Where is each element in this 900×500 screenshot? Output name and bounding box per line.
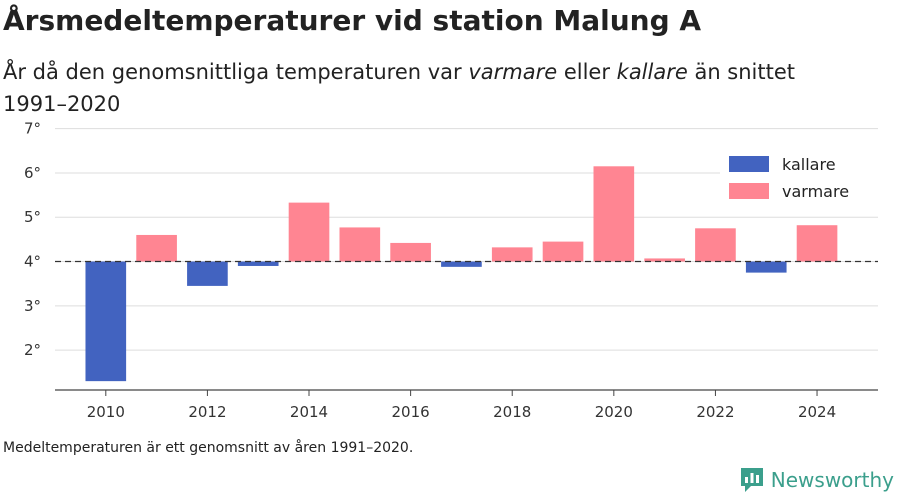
x-tick-label: 2024 xyxy=(798,403,836,421)
bar-kallare xyxy=(441,261,482,267)
bar-varmare xyxy=(542,241,584,262)
bar-kallare xyxy=(187,261,228,286)
bar-varmare xyxy=(593,166,635,262)
x-tick-label: 2018 xyxy=(493,403,531,421)
bar-varmare xyxy=(644,258,685,262)
bar-varmare xyxy=(339,227,381,262)
legend-swatch-varmare xyxy=(729,183,769,199)
chart-title: Årsmedeltemperaturer vid station Malung … xyxy=(3,4,702,37)
bar-varmare xyxy=(390,242,431,262)
bar-varmare xyxy=(288,202,330,262)
bar-kallare xyxy=(85,261,127,382)
y-tick-label: 7° xyxy=(24,120,41,138)
legend-label-kallare: kallare xyxy=(782,155,836,174)
brand-name: Newsworthy xyxy=(770,468,894,492)
y-tick-label: 4° xyxy=(24,253,41,271)
subtitle-warmer-word: varmare xyxy=(468,60,558,84)
x-tick-label: 2012 xyxy=(188,403,226,421)
x-tick-label: 2022 xyxy=(696,403,734,421)
footnote: Medeltemperaturen är ett genomsnitt av å… xyxy=(3,440,414,456)
subtitle-suffix: än snittet 1991–2020 xyxy=(3,60,796,116)
legend-label-varmare: varmare xyxy=(782,182,849,201)
bar-varmare xyxy=(136,234,177,262)
subtitle-middle: eller xyxy=(557,60,617,84)
x-tick-label: 2010 xyxy=(87,403,125,421)
newsworthy-logo-icon xyxy=(740,468,763,492)
bar-kallare xyxy=(237,261,279,266)
bar-kallare xyxy=(745,261,787,273)
x-tick-label: 2016 xyxy=(392,403,430,421)
chart-subtitle: År då den genomsnittliga temperaturen va… xyxy=(3,56,833,120)
bar-varmare xyxy=(695,228,736,262)
subtitle-colder-word: kallare xyxy=(616,60,688,84)
bar-varmare xyxy=(796,225,838,262)
bar-varmare xyxy=(491,247,533,262)
legend-swatch-kallare xyxy=(729,156,769,172)
y-tick-label: 6° xyxy=(24,164,41,182)
subtitle-prefix: År då den genomsnittliga temperaturen va… xyxy=(3,60,469,84)
brand-logo: Newsworthy xyxy=(739,466,894,494)
y-tick-label: 2° xyxy=(24,341,41,359)
x-tick-label: 2014 xyxy=(290,403,328,421)
y-tick-label: 5° xyxy=(24,208,41,226)
x-tick-label: 2020 xyxy=(595,403,633,421)
y-tick-label: 3° xyxy=(24,297,41,315)
